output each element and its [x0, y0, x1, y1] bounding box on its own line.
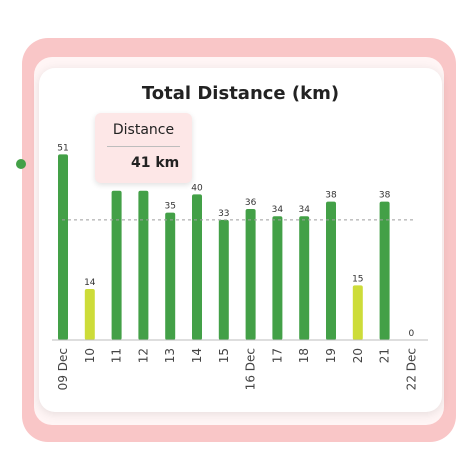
- bar-15[interactable]: [218, 219, 229, 340]
- x-tick-label: 19: [324, 348, 338, 363]
- tooltip-divider: [107, 146, 180, 147]
- x-tick-label: 16 Dec: [244, 348, 258, 390]
- x-tick-label: 13: [163, 348, 177, 363]
- bar-14[interactable]: [192, 194, 202, 340]
- value-labels-layer: 51 14 35 40 33 36 34 34 38 15 38 0: [57, 143, 414, 339]
- tooltip-title: Distance: [112, 122, 175, 138]
- bars-layer: [58, 154, 390, 340]
- bar-19[interactable]: [326, 201, 336, 340]
- tooltip: Distance 41 km: [95, 113, 192, 183]
- value-label: 38: [379, 191, 391, 201]
- chart-title: Total Distance (km): [141, 83, 340, 104]
- bar-20[interactable]: [352, 285, 363, 340]
- x-tick-label: 21: [378, 348, 392, 363]
- value-label: 51: [57, 143, 68, 153]
- bar-21[interactable]: [379, 201, 390, 340]
- bar-12[interactable]: [138, 190, 149, 340]
- value-label: 34: [298, 205, 310, 215]
- value-label: 34: [272, 205, 284, 215]
- value-label: 14: [84, 278, 96, 288]
- x-tick-label: 17: [270, 348, 284, 363]
- x-tick-label: 20: [351, 348, 365, 363]
- value-label: 40: [191, 183, 203, 193]
- bar-13[interactable]: [165, 212, 176, 340]
- value-label: 35: [164, 202, 175, 212]
- x-tick-label: 15: [217, 348, 231, 363]
- x-tick-label: 09 Dec: [56, 348, 70, 390]
- x-tick-label: 12: [136, 348, 150, 363]
- x-tick-label: 18: [297, 348, 311, 363]
- tooltip-dot-icon: [16, 159, 26, 169]
- bar-16-dec[interactable]: [245, 208, 256, 340]
- value-label: 33: [218, 209, 229, 219]
- value-label: 15: [352, 274, 363, 284]
- bar-17[interactable]: [272, 216, 283, 340]
- x-tick-labels-layer: 09 Dec 10 11 12 13 14 15 16 Dec 17 18 19 20 21 22 Dec: [56, 348, 418, 390]
- x-tick-label: 11: [110, 348, 124, 363]
- bar-18[interactable]: [299, 216, 310, 340]
- value-label: 0: [409, 329, 415, 339]
- x-tick-label: 10: [83, 348, 97, 363]
- x-tick-label: 14: [190, 348, 204, 363]
- x-tick-label: 22 Dec: [404, 348, 418, 390]
- tooltip-value: 41 km: [131, 155, 180, 171]
- bar-11[interactable]: [111, 190, 122, 340]
- bar-09-dec[interactable]: [58, 154, 68, 340]
- value-label: 38: [325, 191, 337, 201]
- value-label: 36: [245, 198, 257, 208]
- bar-10[interactable]: [84, 289, 95, 340]
